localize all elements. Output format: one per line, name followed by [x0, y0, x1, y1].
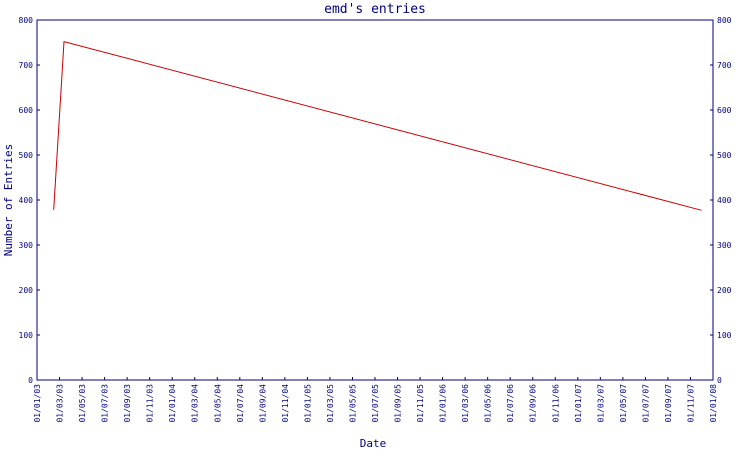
x-tick-label: 01/11/03: [146, 384, 155, 423]
x-tick-label: 01/01/05: [303, 384, 312, 423]
y-tick-label-right: 200: [717, 286, 732, 295]
y-tick-label-right: 300: [717, 241, 732, 250]
x-tick-label: 01/05/07: [619, 384, 628, 423]
x-tick-label: 01/11/04: [281, 384, 290, 423]
y-tick-label-left: 400: [19, 196, 34, 205]
x-tick-label: 01/11/05: [416, 384, 425, 423]
y-tick-label-right: 800: [717, 16, 732, 25]
chart-title: emd's entries: [324, 2, 426, 17]
y-tick-label-left: 200: [19, 286, 34, 295]
x-tick-label: 01/11/06: [551, 384, 560, 423]
plot-frame: [36, 19, 714, 381]
series-line-0: [53, 40, 702, 211]
y-tick-label-left: 800: [19, 16, 34, 25]
x-tick-label: 01/01/06: [439, 384, 448, 423]
y-tick-label-left: 700: [19, 61, 34, 70]
x-tick-label: 01/09/03: [123, 384, 132, 423]
x-tick-label: 01/01/03: [33, 384, 42, 423]
y-tick-label-right: 400: [717, 196, 732, 205]
x-tick-label: 01/05/03: [78, 384, 87, 423]
x-tick-label: 01/03/06: [461, 384, 470, 423]
x-tick-label: 01/03/03: [56, 384, 65, 423]
y-tick-label-right: 600: [717, 106, 732, 115]
y-tick-label-right: 700: [717, 61, 732, 70]
y-axis-left: 0 100 200 300 400 500 600 700 800: [19, 16, 40, 385]
x-tick-label: 01/07/06: [506, 384, 515, 423]
y-tick-label-right: 500: [717, 151, 732, 160]
x-tick-label: 01/09/05: [394, 384, 403, 423]
x-tick-label: 01/07/03: [101, 384, 110, 423]
y-tick-label-left: 500: [19, 151, 34, 160]
x-tick-label: 01/07/04: [236, 384, 245, 423]
y-axis-right: 0 100 200 300 400 500 600 700 800: [710, 16, 732, 385]
x-tick-label: 01/11/07: [686, 384, 695, 423]
y-tick-label-left: 300: [19, 241, 34, 250]
series-group: [53, 40, 702, 211]
y-tick-label-left: 0: [28, 376, 33, 385]
x-tick-label: 01/09/06: [529, 384, 538, 423]
x-tick-label: 01/01/07: [574, 384, 583, 423]
y-tick-label-right: 0: [717, 376, 722, 385]
y-axis-label: Number of Entries: [2, 144, 15, 257]
x-tick-label: 01/03/07: [596, 384, 605, 423]
x-tick-label: 01/05/05: [348, 384, 357, 423]
x-axis-label: Date: [360, 437, 387, 450]
x-tick-label: 01/07/07: [641, 384, 650, 423]
x-tick-label: 01/01/04: [168, 384, 177, 423]
x-tick-label: 01/01/08: [709, 384, 718, 423]
x-tick-label: 01/09/07: [664, 384, 673, 423]
x-axis: 01/01/03 01/03/03 01/05/03 01/07/03 01/09/03…: [33, 377, 718, 423]
x-tick-label: 01/05/04: [213, 384, 222, 423]
y-tick-label-right: 100: [717, 331, 732, 340]
x-tick-label: 01/07/05: [371, 384, 380, 423]
x-tick-label: 01/05/06: [484, 384, 493, 423]
x-tick-label: 01/03/05: [326, 384, 335, 423]
x-tick-label: 01/09/04: [258, 384, 267, 423]
y-tick-label-left: 100: [19, 331, 34, 340]
x-tick-label: 01/03/04: [191, 384, 200, 423]
y-tick-label-left: 600: [19, 106, 34, 115]
